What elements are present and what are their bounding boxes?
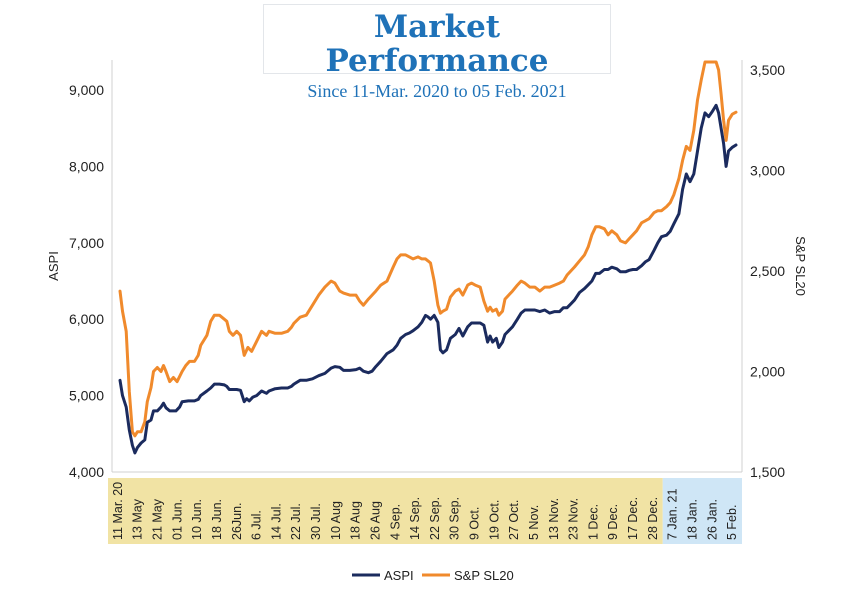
- right-tick-label: 2,500: [750, 263, 785, 279]
- x-band-2020: [108, 478, 663, 544]
- x-tick-label: 27 Oct.: [507, 500, 521, 540]
- x-tick-label: 26 Jan.: [705, 499, 719, 540]
- x-tick-label: 22 Sep.: [428, 497, 442, 540]
- right-axis-ticks: 1,500 2,000 2,500 3,000 3,500: [750, 62, 785, 480]
- legend-spsl20-label: S&P SL20: [454, 568, 514, 583]
- x-tick-label: 9 Oct.: [468, 507, 482, 540]
- right-tick-label: 2,000: [750, 364, 785, 380]
- left-tick-label: 4,000: [69, 464, 104, 480]
- right-axis-label: S&P SL20: [793, 236, 808, 296]
- x-tick-label: 19 Oct.: [487, 500, 501, 540]
- x-tick-label: 6 Jul.: [250, 510, 264, 540]
- x-tick-label: 10 Jun.: [190, 499, 204, 540]
- x-tick-label: 5 Feb.: [725, 505, 739, 540]
- x-tick-label: 13 May: [131, 498, 145, 540]
- x-tick-label: 13 Nov.: [547, 498, 561, 540]
- x-tick-label: 14 Jul.: [269, 503, 283, 540]
- left-tick-label: 8,000: [69, 158, 104, 174]
- series-line-spsl20: [118, 60, 738, 438]
- x-tick-label: 30 Sep.: [448, 497, 462, 540]
- left-tick-label: 9,000: [69, 82, 104, 98]
- left-axis-label: ASPI: [46, 251, 61, 281]
- x-tick-label: 26 Aug: [368, 501, 382, 540]
- left-tick-label: 5,000: [69, 388, 104, 404]
- x-tick-label: 18 Jan.: [685, 499, 699, 540]
- x-band-2021: [662, 478, 742, 544]
- left-tick-label: 6,000: [69, 311, 104, 327]
- x-tick-label: 21 May: [151, 498, 165, 540]
- x-tick-label: 14 Sep.: [408, 497, 422, 540]
- x-axis-ticks: 11 Mar. 20 13 May 21 May 01 Jun. 10 Jun. 18 J…: [111, 482, 739, 540]
- x-tick-label: 18 Jun.: [210, 499, 224, 540]
- left-tick-label: 7,000: [69, 235, 104, 251]
- chart-title-box: Market Performance Since 11-Mar. 2020 to…: [263, 4, 611, 101]
- right-tick-label: 3,000: [750, 163, 785, 179]
- x-tick-label: 4 Sep.: [388, 504, 402, 540]
- chart-title: Market Performance: [325, 9, 549, 79]
- legend-aspi-label: ASPI: [384, 568, 414, 583]
- legend: ASPI S&P SL20: [352, 568, 514, 583]
- x-tick-label: 1 Dec.: [586, 504, 600, 540]
- right-tick-label: 3,500: [750, 62, 785, 78]
- x-tick-band: [108, 478, 742, 544]
- x-tick-label: 30 Jul.: [309, 503, 323, 540]
- x-tick-label: 01 Jun.: [170, 499, 184, 540]
- x-tick-label: 10 Aug: [329, 501, 343, 540]
- x-tick-label: 5 Nov.: [527, 505, 541, 540]
- x-tick-label: 26Jun.: [230, 502, 244, 540]
- x-tick-label: 23 Nov.: [567, 498, 581, 540]
- x-tick-label: 22 Jul.: [289, 503, 303, 540]
- left-axis-ticks: 4,000 5,000 6,000 7,000 8,000 9,000: [69, 82, 104, 480]
- right-tick-label: 1,500: [750, 464, 785, 480]
- series-line-aspi: [118, 103, 738, 455]
- x-tick-label: 7 Jan. 21: [666, 489, 680, 540]
- x-tick-label: 11 Mar. 20: [111, 482, 125, 540]
- series-lines: [118, 60, 738, 455]
- x-tick-label: 9 Dec.: [606, 504, 620, 540]
- x-tick-label: 17 Dec.: [626, 497, 640, 540]
- x-tick-label: 28 Dec.: [646, 497, 660, 540]
- x-tick-label: 18 Aug: [349, 501, 363, 540]
- chart-subtitle: Since 11-Mar. 2020 to 05 Feb. 2021: [307, 81, 567, 101]
